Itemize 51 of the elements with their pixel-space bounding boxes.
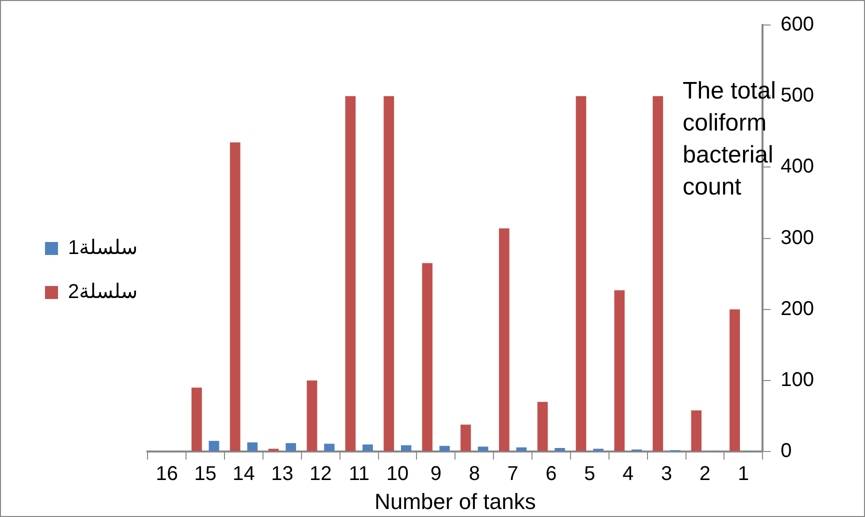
x-tick-label: 12 (310, 463, 332, 486)
bar (554, 448, 566, 452)
x-tick-label: 1 (738, 463, 749, 486)
x-tick-label: 2 (699, 463, 711, 486)
bar (576, 96, 586, 452)
bar (478, 446, 488, 452)
y-tick-label: 400 (780, 156, 814, 178)
y-tick-label: 200 (780, 298, 814, 320)
bar (516, 447, 527, 452)
x-tick-label: 5 (584, 463, 596, 486)
bar (324, 444, 334, 452)
y-tick-label: 600 (780, 14, 814, 36)
x-tick-label: 11 (348, 463, 370, 486)
bar (400, 445, 412, 452)
x-tick-label: 3 (660, 463, 672, 486)
y-tick-label: 100 (780, 369, 814, 392)
bar (247, 442, 258, 452)
bar (230, 142, 240, 452)
x-tick-label: 4 (622, 463, 634, 486)
bar (345, 96, 356, 452)
bar (498, 228, 510, 452)
x-tick-label: 13 (271, 463, 294, 486)
bar (306, 380, 318, 452)
bar (384, 96, 394, 452)
x-tick-label: 8 (468, 463, 480, 486)
y-tick-label: 0 (780, 440, 792, 462)
bar (192, 388, 202, 452)
bar (460, 424, 471, 452)
bar (208, 440, 220, 452)
bar (730, 309, 740, 452)
x-tick-label: 15 (194, 463, 216, 486)
legend-label: سلسلة1 (68, 237, 138, 260)
x-tick-label: 6 (546, 463, 557, 486)
x-tick-label: 7 (507, 463, 518, 486)
bar (537, 402, 548, 452)
y-axis-title: The total coliform bacterial count (682, 78, 776, 201)
y-tick-label: 300 (780, 226, 814, 249)
x-tick-label: 10 (386, 463, 409, 486)
bar (652, 96, 664, 452)
y-tick-label: 500 (780, 84, 814, 107)
x-tick-label: 9 (430, 463, 442, 486)
bar (362, 444, 373, 452)
x-axis-title: Number of tanks (374, 488, 536, 514)
x-tick-label: 16 (156, 463, 178, 486)
bar (422, 263, 432, 452)
bar (691, 410, 702, 452)
bar (439, 446, 450, 452)
bar (286, 443, 296, 452)
legend-label: سلسلة2 (68, 281, 138, 304)
x-tick-label: 14 (232, 463, 255, 486)
bar (614, 290, 625, 452)
